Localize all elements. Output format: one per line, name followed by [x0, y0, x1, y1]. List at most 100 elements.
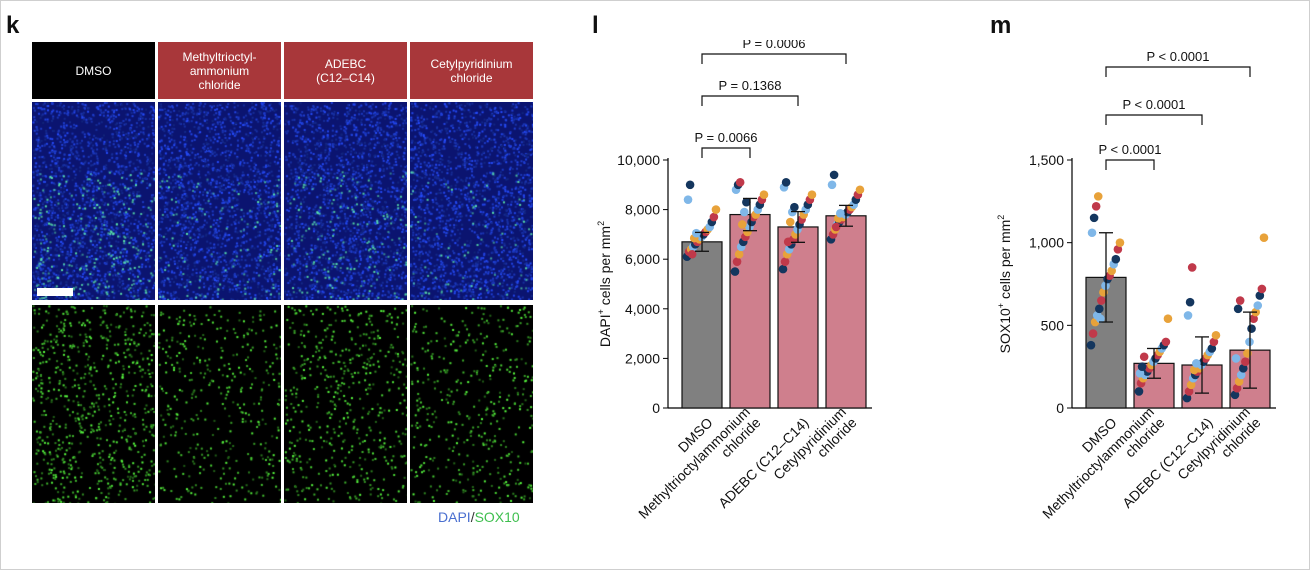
data-point	[737, 220, 747, 229]
panel-letter-l: l	[592, 12, 599, 39]
data-point	[1209, 337, 1219, 347]
data-point	[685, 180, 695, 190]
data-point	[740, 207, 749, 217]
data-point	[1253, 301, 1263, 310]
data-point	[742, 197, 751, 207]
data-point	[1094, 304, 1104, 314]
significance-bracket	[701, 95, 799, 106]
data-point	[785, 217, 795, 227]
data-point	[711, 205, 721, 214]
data-point	[730, 267, 740, 276]
data-point	[734, 249, 744, 259]
data-point	[1238, 364, 1248, 373]
data-point	[1249, 314, 1258, 324]
column-header-3: ADEBC (C12–C14)	[284, 42, 407, 99]
p-value-label: P = 0.1368	[718, 78, 781, 93]
data-point	[1231, 354, 1241, 363]
significance-bracket	[1105, 66, 1251, 77]
panel-letter-k: k	[6, 12, 20, 39]
data-point	[1185, 297, 1195, 307]
panel-letter-m: m	[990, 12, 1012, 39]
data-point	[1183, 311, 1193, 320]
data-point	[781, 178, 791, 187]
bar-1	[681, 241, 723, 409]
data-point	[1163, 314, 1173, 324]
y-tick-label: 10,000	[617, 152, 660, 168]
y-tick-label: 1,000	[1029, 235, 1064, 251]
data-point	[1088, 329, 1098, 338]
data-point	[1161, 337, 1171, 347]
data-point	[1137, 362, 1147, 371]
p-value-label: P < 0.0001	[1098, 142, 1161, 157]
data-point	[827, 180, 837, 190]
p-value-label: P < 0.0001	[1122, 97, 1185, 112]
y-axis-label: SOX10+ cells per mm2	[996, 215, 1013, 354]
data-point	[1115, 238, 1125, 247]
p-value-label: P = 0.0006	[742, 40, 805, 51]
data-point	[780, 257, 790, 266]
channel-legend: DAPI/SOX10	[438, 509, 520, 525]
data-point	[1186, 380, 1196, 390]
column-header-2: Methyltrioctyl- ammonium chloride	[158, 42, 281, 99]
data-point	[836, 209, 845, 218]
data-point	[1187, 263, 1197, 272]
merge-image-1	[32, 102, 155, 300]
data-point	[831, 222, 841, 232]
data-point	[1259, 233, 1269, 243]
data-point	[783, 237, 793, 247]
data-point	[709, 212, 719, 222]
data-point	[790, 202, 799, 212]
merge-image-3	[284, 102, 407, 300]
data-point	[1232, 383, 1242, 393]
data-point	[683, 195, 693, 204]
y-tick-label: 500	[1041, 317, 1065, 333]
data-point	[1241, 357, 1250, 367]
data-point	[807, 190, 817, 200]
data-point	[1255, 291, 1265, 300]
y-tick-label: 4,000	[625, 301, 660, 317]
column-header-1: DMSO	[32, 42, 155, 99]
data-point	[759, 190, 769, 200]
data-point	[1093, 192, 1103, 201]
data-point	[1139, 352, 1149, 362]
data-point	[1234, 377, 1244, 386]
significance-bracket	[701, 53, 847, 64]
p-value-label: P = 0.0066	[694, 130, 757, 145]
data-point	[1091, 201, 1101, 211]
data-point	[1233, 304, 1243, 314]
bar-2	[729, 213, 771, 409]
column-header-4: Cetylpyridinium chloride	[410, 42, 533, 99]
y-tick-label: 2,000	[625, 350, 660, 366]
data-point	[687, 249, 697, 259]
data-point	[1134, 387, 1144, 396]
data-point	[1189, 365, 1199, 375]
data-point	[829, 170, 839, 180]
chart-m: 0 500 1,000 1,500 SOX10+ cells per mm2 P < 0.…	[996, 49, 1276, 522]
data-point	[1184, 387, 1194, 396]
sox10-image-2	[158, 305, 281, 503]
data-point	[1257, 284, 1267, 294]
data-point	[855, 185, 865, 195]
data-point	[732, 257, 742, 266]
data-point	[1236, 370, 1246, 380]
data-point	[1211, 330, 1221, 340]
data-point	[778, 264, 788, 274]
legend-sox10: SOX10	[474, 509, 520, 525]
y-tick-label: 6,000	[625, 251, 660, 267]
merge-image-2	[158, 102, 281, 300]
scale-bar	[37, 288, 73, 296]
data-point	[1107, 266, 1116, 276]
merge-image-4	[410, 102, 533, 300]
y-tick-label: 8,000	[625, 202, 660, 218]
data-point	[1087, 228, 1097, 238]
sox10-image-3	[284, 305, 407, 503]
data-point	[1192, 359, 1201, 368]
data-point	[1247, 324, 1256, 333]
data-point	[1235, 296, 1245, 305]
p-value-label: P < 0.0001	[1146, 49, 1209, 64]
legend-dapi: DAPI	[438, 509, 471, 525]
data-point	[1096, 314, 1105, 324]
chart-l: 0 2,000 4,000 6,000 8,000 10,000 DAPI+ cells p…	[596, 40, 872, 522]
significance-bracket	[1105, 159, 1155, 170]
significance-bracket	[1105, 114, 1203, 125]
